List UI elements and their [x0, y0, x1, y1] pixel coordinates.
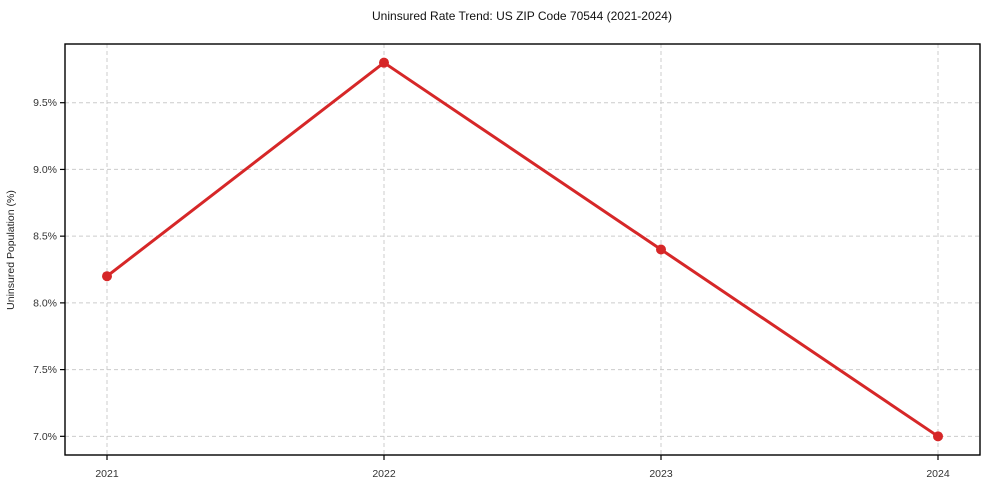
trend-line [105, 61, 940, 438]
y-tick-label: 7.5% [33, 364, 57, 376]
axis-tick-layer: 7.0% 7.5% 8.0% 8.5% 9.0% 9.5% 2021 2022 2023 2024 [33, 97, 950, 480]
x-tick-label: 2022 [372, 468, 396, 480]
x-tick-label: 2021 [95, 468, 119, 480]
data-point-2021 [102, 271, 112, 282]
grid-layer [65, 44, 980, 455]
data-point-2022 [379, 57, 389, 68]
x-tick-label: 2024 [926, 468, 950, 480]
x-tick-label: 2023 [649, 468, 673, 480]
trend-line-series [102, 57, 943, 442]
y-axis-label: Uninsured Population (%) [5, 190, 17, 310]
y-tick-label: 7.0% [33, 431, 57, 443]
data-point-2024 [933, 431, 943, 442]
y-tick-label: 8.5% [33, 231, 57, 243]
data-point-2023 [656, 244, 666, 255]
y-tick-label: 9.0% [33, 164, 57, 176]
chart-title: Uninsured Rate Trend: US ZIP Code 70544 … [372, 9, 672, 23]
plot-area-border [64, 43, 981, 456]
y-tick-label: 8.0% [33, 297, 57, 309]
y-tick-label: 9.5% [33, 97, 57, 109]
